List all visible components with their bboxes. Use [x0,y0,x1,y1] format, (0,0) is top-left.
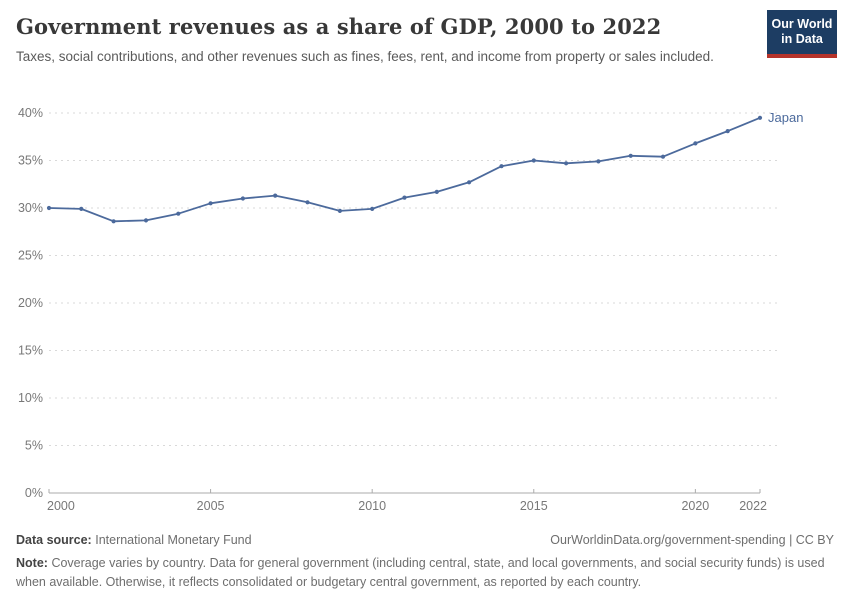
data-point [499,164,504,169]
x-tick-label: 2020 [681,499,709,513]
y-tick-label: 0% [25,486,43,500]
data-point [693,141,698,146]
owid-logo-line1: Our World [771,17,833,31]
data-point [208,201,213,206]
note-value: Coverage varies by country. Data for gen… [16,555,825,589]
x-axis: 2000 2005 2010 2015 2020 2022 [47,489,767,513]
x-tick-label: 2015 [520,499,548,513]
data-point [757,115,763,120]
owid-logo[interactable]: Our World in Data [767,10,837,58]
x-tick-label: 2000 [47,499,75,513]
data-point [564,161,569,166]
chart-header: Government revenues as a share of GDP, 2… [16,10,837,67]
data-point [370,206,375,211]
attribution-link[interactable]: OurWorldinData.org/government-spending |… [550,533,834,547]
data-point [434,189,439,194]
chart-subtitle: Taxes, social contributions, and other r… [16,49,714,65]
y-gridlines [49,112,777,494]
y-tick-label: 20% [18,296,43,310]
note-label: Note: [16,555,48,570]
y-tick-label: 10% [18,391,43,405]
data-point [111,219,116,224]
data-line [48,116,761,223]
data-source-label: Data source: [16,533,92,547]
data-source-value: International Monetary Fund [95,533,252,547]
data-point [46,205,52,211]
data-point [531,158,536,163]
data-points [46,115,763,224]
footer-source-row: Data source: International Monetary Fund… [16,531,834,550]
data-point [273,193,278,198]
data-point [176,211,181,216]
y-tick-label: 25% [18,249,43,263]
x-tick-label: 2005 [197,499,225,513]
y-tick-label: 5% [25,439,43,453]
owid-logo-line2: in Data [781,32,823,47]
data-point [628,153,633,158]
y-tick-labels: 0% 5% 10% 15% 20% 25% 30% 35% 40% [18,106,43,500]
y-tick-label: 35% [18,154,43,168]
y-tick-label: 30% [18,201,43,215]
data-point [596,159,601,164]
series-end-label: Japan [768,110,803,125]
y-tick-label: 40% [18,106,43,120]
data-point [143,218,149,223]
data-point [660,154,666,159]
data-point [79,206,84,211]
chart-footer: Data source: International Monetary Fund… [16,531,834,591]
page-title: Government revenues as a share of GDP, 2… [16,14,662,39]
x-tick-label: 2022 [739,499,767,513]
data-point [725,129,730,134]
data-point [402,195,407,200]
data-point [240,196,245,201]
footer-note: Note: Coverage varies by country. Data f… [16,554,834,592]
data-source: Data source: International Monetary Fund [16,531,252,550]
x-tick-label: 2010 [358,499,386,513]
line-chart: 0% 5% 10% 15% 20% 25% 30% 35% 40% 2000 2005 2010 201… [18,106,803,513]
y-tick-label: 15% [18,344,43,358]
data-point [467,180,472,185]
data-point [305,200,310,205]
data-point [337,208,342,213]
